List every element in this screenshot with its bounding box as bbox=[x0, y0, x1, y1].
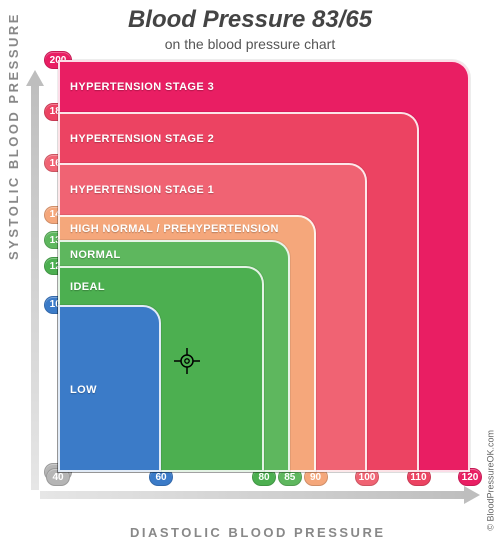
zone-label: HYPERTENSION STAGE 1 bbox=[70, 184, 214, 196]
zone-label: LOW bbox=[70, 384, 97, 396]
zone-low: LOW bbox=[58, 305, 161, 472]
zone-label: HYPERTENSION STAGE 2 bbox=[70, 133, 214, 145]
bp-chart-container: Blood Pressure 83/65 on the blood pressu… bbox=[0, 0, 500, 550]
zone-label: IDEAL bbox=[70, 281, 105, 293]
zone-label: HIGH NORMAL / PREHYPERTENSION bbox=[70, 223, 279, 235]
x-axis-arrow bbox=[40, 486, 480, 504]
copyright-text: © BloodPressureOK.com bbox=[486, 430, 496, 531]
chart-plot-area: HYPERTENSION STAGE 3 HYPERTENSION STAGE 2… bbox=[58, 60, 470, 472]
chart-title: Blood Pressure 83/65 bbox=[0, 0, 500, 34]
chart-subtitle: on the blood pressure chart bbox=[0, 36, 500, 52]
x-axis-label: DIASTOLIC BLOOD PRESSURE bbox=[130, 525, 386, 540]
zone-label: HYPERTENSION STAGE 3 bbox=[70, 81, 214, 93]
zone-label: NORMAL bbox=[70, 249, 121, 261]
y-axis-arrow bbox=[26, 70, 44, 490]
y-axis-label: SYSTOLIC BLOOD PRESSURE bbox=[6, 12, 21, 260]
